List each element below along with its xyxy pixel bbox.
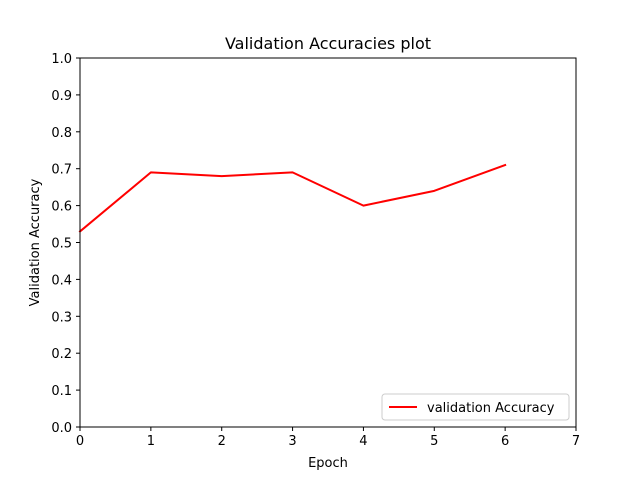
x-axis-label: Epoch [308, 456, 348, 471]
data-point [433, 190, 435, 192]
y-tick-label: 1.0 [51, 52, 72, 67]
x-tick-label: 0 [76, 434, 84, 449]
data-point [150, 171, 152, 173]
y-axis-label: Validation Accuracy [28, 178, 43, 306]
series-line [78, 163, 507, 233]
y-tick-label: 0.0 [51, 421, 72, 436]
legend: validation Accuracy [381, 393, 570, 421]
x-tick-label: 2 [218, 434, 226, 449]
x-axis-ticks: 0 1 2 3 4 5 6 7 [76, 427, 580, 449]
legend-box [381, 393, 570, 421]
data-point [292, 171, 294, 173]
x-tick-label: 3 [288, 434, 296, 449]
data-point [504, 164, 506, 166]
x-tick-label: 4 [359, 434, 367, 449]
y-tick-label: 0.9 [51, 89, 72, 104]
legend-entry: validation Accuracy [427, 401, 555, 416]
y-tick-label: 0.5 [51, 237, 72, 252]
chart-title: Validation Accuracies plot [225, 34, 431, 53]
y-tick-label: 0.8 [51, 126, 72, 141]
x-tick-label: 7 [572, 434, 580, 449]
x-tick-label: 6 [501, 434, 509, 449]
y-tick-label: 0.6 [51, 200, 72, 215]
y-axis-ticks: 0.0 0.1 0.2 0.3 0.4 0.5 0.6 0.7 0.8 0.9 1.0 [51, 52, 80, 436]
data-point [221, 175, 223, 177]
plot-frame [79, 57, 577, 428]
series-layer [78, 163, 507, 233]
y-tick-label: 0.2 [51, 347, 72, 362]
y-tick-label: 0.7 [51, 163, 72, 178]
y-tick-label: 0.3 [51, 310, 72, 325]
x-tick-label: 1 [147, 434, 155, 449]
data-point [362, 205, 364, 207]
y-tick-label: 0.4 [51, 273, 72, 288]
x-tick-label: 5 [430, 434, 438, 449]
y-tick-label: 0.1 [51, 384, 72, 399]
